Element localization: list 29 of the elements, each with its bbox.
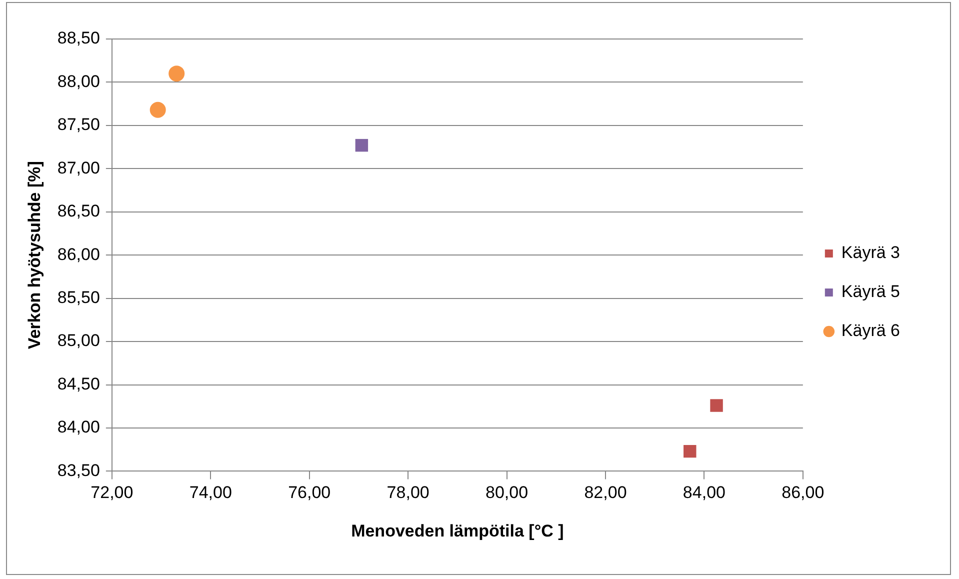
y-tick-label: 85,50 (57, 288, 100, 308)
point (710, 399, 723, 412)
y-tick-label: 84,00 (57, 418, 100, 437)
y-axis-title: Verkon hyötysuhde [%] (24, 161, 44, 350)
y-tick-label: 88,00 (57, 72, 100, 91)
y-tick-label: 86,50 (57, 202, 100, 221)
legend-label: Käyrä 6 (841, 321, 900, 340)
y-tick-label: 86,00 (57, 244, 100, 264)
x-tick-label: 80,00 (486, 483, 528, 502)
y-tick-label: 87,00 (57, 158, 100, 178)
point (684, 444, 696, 458)
y-tick-label: 85,00 (57, 331, 100, 350)
y-tick-label: 87,50 (57, 115, 100, 134)
y-tick-label: 83,50 (57, 460, 100, 480)
point (150, 102, 166, 118)
legend-label: Käyrä 5 (841, 282, 900, 302)
point (355, 138, 368, 152)
point (168, 66, 185, 82)
x-tick-label: 74,00 (189, 483, 232, 502)
x-tick-label: 86,00 (782, 483, 824, 502)
x-tick-label: 72,00 (90, 483, 134, 502)
x-tick-label: 84,00 (682, 483, 726, 502)
legend-label: Käyrä 3 (841, 243, 900, 262)
y-tick-label: 88,50 (57, 28, 100, 48)
x-tick-label: 82,00 (584, 483, 627, 502)
x-tick-label: 76,00 (288, 483, 331, 502)
y-tick-label: 84,50 (57, 374, 100, 394)
x-axis-title: Menoveden lämpötila [°C ] (351, 521, 564, 540)
x-tick-label: 78,00 (386, 483, 430, 502)
